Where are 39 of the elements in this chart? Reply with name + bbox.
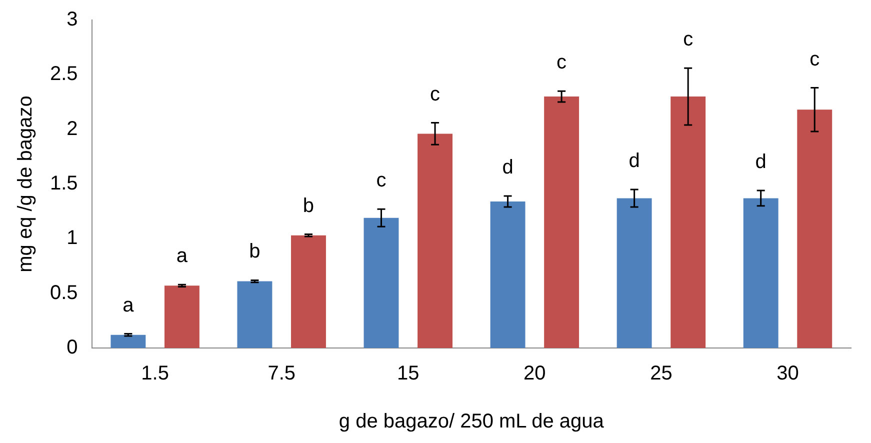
bar [670, 96, 706, 348]
bar [237, 281, 272, 348]
bar [544, 96, 580, 348]
y-axis-title: mg eq /g de bagazo [14, 96, 37, 272]
y-tick-label: 3 [66, 8, 78, 31]
data-label: d [755, 151, 766, 174]
bar [364, 218, 399, 348]
data-label: d [502, 156, 514, 179]
bar [110, 334, 146, 348]
data-label: a [176, 245, 188, 268]
bar [291, 235, 326, 348]
x-tick-label: 15 [397, 362, 420, 385]
y-tick-label: 2.5 [50, 63, 78, 86]
x-tick-label: 20 [524, 362, 546, 385]
data-label: c [376, 170, 386, 192]
data-label: d [628, 150, 640, 172]
y-tick-label: 1 [66, 227, 78, 250]
x-tick-label: 7.5 [268, 362, 296, 385]
bar [743, 198, 778, 348]
data-label: c [556, 52, 567, 74]
data-label: b [249, 240, 260, 263]
data-label: c [430, 83, 440, 106]
bar [164, 286, 200, 348]
bar [490, 201, 526, 348]
bar [616, 198, 652, 348]
bar [797, 110, 832, 348]
x-tick-label: 25 [650, 362, 672, 385]
data-label: c [683, 28, 694, 51]
y-tick-label: 2 [66, 118, 78, 140]
x-tick-label: 30 [776, 362, 799, 385]
y-tick-label: 0.5 [50, 282, 78, 304]
y-tick-label: 1.5 [50, 172, 78, 195]
data-label: a [122, 294, 135, 316]
bar [418, 134, 452, 348]
data-label: c [810, 48, 820, 70]
y-tick-label: 0 [66, 336, 78, 359]
x-axis-title: g de bagazo/ 250 mL de agua [338, 410, 605, 433]
x-tick-label: 1.5 [141, 362, 169, 385]
data-label: b [302, 194, 314, 217]
